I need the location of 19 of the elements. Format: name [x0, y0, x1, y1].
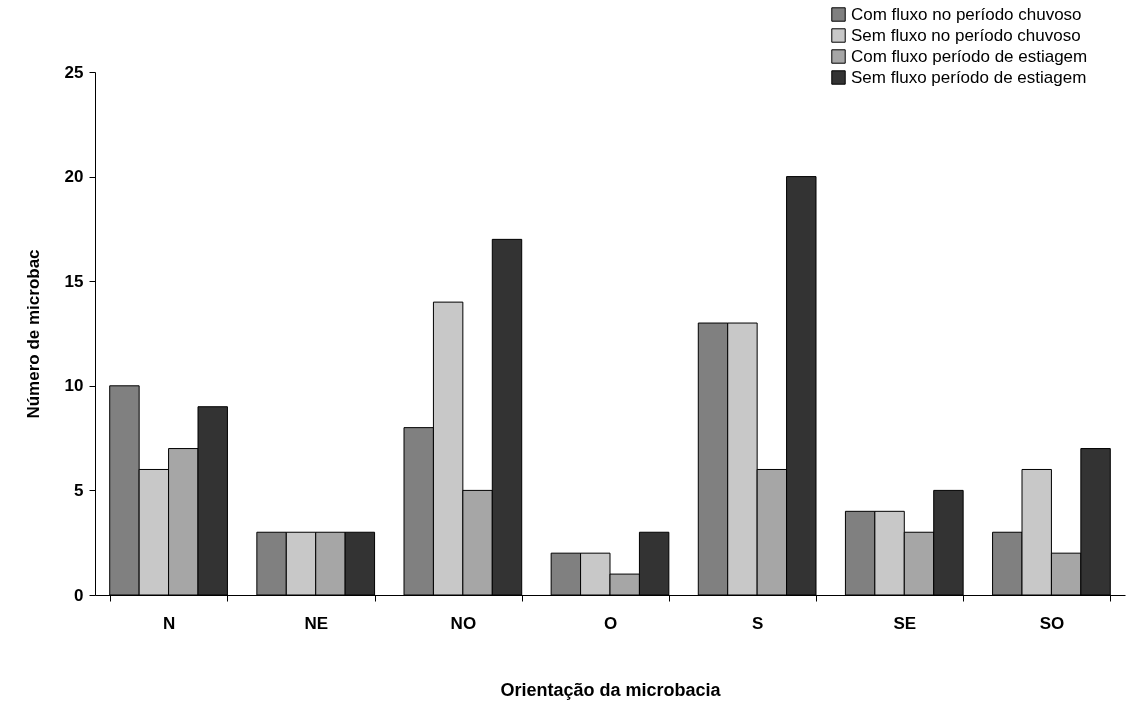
- x-tick-label: SO: [1039, 613, 1065, 633]
- y-tick-label: 25: [64, 62, 84, 82]
- x-tick-label: SE: [893, 613, 917, 633]
- y-tick-label: 0: [74, 585, 84, 605]
- x-tick-label: NO: [450, 613, 477, 633]
- x-tick-label: N: [162, 613, 176, 633]
- legend-label: Com fluxo no período chuvoso: [851, 4, 1082, 24]
- legend-label: Sem fluxo no período chuvoso: [851, 25, 1081, 45]
- y-tick-label: 20: [64, 167, 84, 187]
- x-tick-label: NE: [304, 613, 329, 633]
- x-tick-label: S: [751, 613, 764, 633]
- x-tick-label: O: [603, 613, 618, 633]
- y-axis-title: Número de microbac: [23, 249, 43, 419]
- y-tick-label: 15: [64, 271, 84, 291]
- legend-label: Com fluxo período de estiagem: [851, 46, 1088, 66]
- legend-label: Sem fluxo período de estiagem: [851, 67, 1087, 87]
- y-tick-label: 5: [74, 480, 84, 500]
- x-axis-title: Orientação da microbacia: [500, 679, 722, 700]
- y-tick-label: 10: [64, 376, 84, 396]
